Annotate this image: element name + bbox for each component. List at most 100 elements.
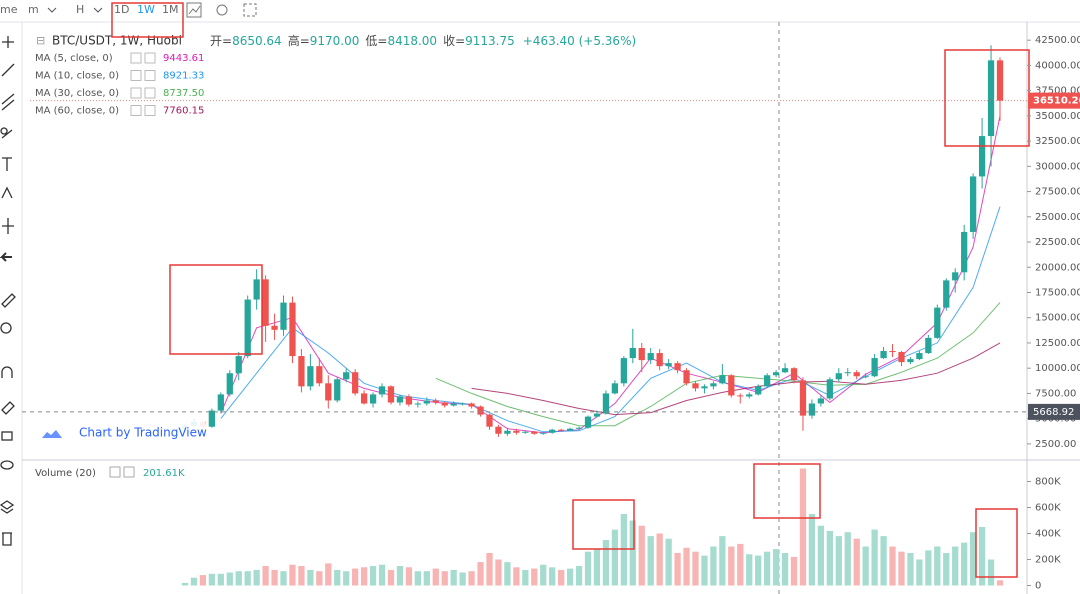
volume-bar (343, 571, 350, 586)
volume-bar (916, 559, 923, 586)
candle-body (656, 353, 663, 367)
lock-draw-tool[interactable] (1, 401, 15, 415)
volume-bar (764, 551, 771, 586)
candle-body (996, 60, 1004, 101)
candle-body (665, 363, 672, 367)
dropdown-arrow[interactable] (93, 7, 103, 13)
volume-bar (405, 567, 413, 586)
volume-bar (817, 525, 825, 586)
volume-bar (665, 538, 672, 586)
close-icon[interactable] (144, 52, 156, 64)
zoom-tool[interactable] (0, 322, 12, 334)
candle-body (799, 380, 807, 416)
volume-bar (656, 533, 663, 586)
volume-bar (423, 571, 430, 586)
candle-body (987, 60, 995, 137)
lock-tool[interactable] (1, 431, 13, 441)
volume-bar (477, 562, 484, 586)
text-tool[interactable] (2, 157, 12, 171)
ma-label: MA (5, close, 0) (35, 53, 113, 64)
close-icon[interactable] (123, 466, 135, 478)
toolbar-item[interactable]: 1D (114, 3, 129, 16)
volume-bar (593, 549, 601, 586)
toolbar-item[interactable]: me (0, 3, 18, 16)
trash-tool[interactable] (2, 532, 12, 546)
close-icon[interactable] (144, 87, 156, 99)
measure-tool[interactable] (2, 218, 14, 234)
brush-tool[interactable] (0, 127, 13, 139)
candle-body (835, 373, 842, 380)
settings-icon[interactable] (130, 52, 142, 64)
dropdown-arrow[interactable] (47, 7, 57, 13)
volume-bar (450, 569, 457, 586)
legend-change: +463.40 (+5.36%) (523, 34, 636, 48)
candle-body (584, 416, 592, 428)
volume-bar (978, 527, 986, 586)
indicator-icon[interactable] (188, 5, 201, 15)
eye-tool[interactable] (0, 460, 14, 470)
candle-body (468, 403, 475, 407)
toolbar-item[interactable]: 1W (137, 3, 155, 16)
volume-bar (522, 569, 529, 586)
candle-body (969, 176, 977, 232)
volume-bar (316, 571, 323, 586)
toolbar-item[interactable]: 1M (162, 3, 179, 16)
candle-body (432, 400, 439, 403)
settings-icon[interactable] (109, 466, 121, 478)
fib-tool[interactable] (1, 93, 15, 111)
volume-bar (889, 546, 896, 586)
candle-body (772, 372, 780, 376)
volume-bar (575, 566, 583, 586)
candle-body (683, 370, 690, 384)
settings-icon[interactable] (130, 70, 142, 81)
trendline-tool[interactable] (1, 63, 15, 77)
fullscreen-icon[interactable] (243, 3, 257, 17)
candle-body (396, 396, 404, 403)
legend-label: 高= (288, 33, 310, 48)
volume-bar (387, 569, 395, 586)
indicator-icon[interactable] (186, 2, 202, 18)
annotation-box (975, 508, 1018, 578)
watermark: Chart by TradingView (79, 426, 207, 440)
candle-body (737, 395, 744, 397)
volume-bar (674, 553, 681, 586)
candle-body (647, 353, 654, 361)
settings-icon[interactable] (216, 4, 228, 16)
crosshair-tag (1028, 403, 1080, 420)
magnet-tool[interactable] (1, 366, 13, 378)
settings-icon[interactable] (130, 105, 142, 116)
volume-bar (307, 569, 314, 586)
toolbar-item[interactable]: H (76, 3, 84, 16)
candle-body (978, 136, 986, 177)
y-tick-label: 30000.00 (1035, 161, 1080, 172)
y-tick-label: 17500.00 (1035, 287, 1080, 298)
settings-icon[interactable] (130, 87, 142, 99)
candle-body (781, 368, 789, 373)
volume-bar (710, 546, 717, 586)
pattern-tool[interactable] (1, 186, 13, 199)
candle-body (271, 325, 278, 330)
ma-label: MA (10, close, 0) (35, 71, 119, 82)
volume-tick-label: 400K (1035, 529, 1061, 540)
volume-bar (432, 568, 439, 586)
ruler-tool[interactable] (1, 293, 16, 308)
candle-body (826, 379, 833, 399)
y-tick-label: 7500.00 (1035, 388, 1076, 399)
volume-bar (799, 468, 807, 586)
layers-tool[interactable] (0, 500, 15, 514)
y-tick-label: 40000.00 (1035, 60, 1080, 71)
watermark-box (36, 420, 206, 446)
arrow-tool[interactable] (0, 252, 12, 262)
candle-body (387, 386, 395, 403)
close-icon[interactable] (144, 70, 156, 81)
volume-bar (468, 571, 475, 586)
legend-value: 8650.64 (232, 34, 282, 48)
crosshair-tool[interactable] (2, 36, 14, 48)
close-icon[interactable] (144, 105, 156, 116)
candle-body (549, 429, 556, 433)
toolbar-item[interactable]: m (28, 3, 39, 16)
y-tick-label: 10000.00 (1035, 363, 1080, 374)
volume-bar (925, 550, 932, 586)
